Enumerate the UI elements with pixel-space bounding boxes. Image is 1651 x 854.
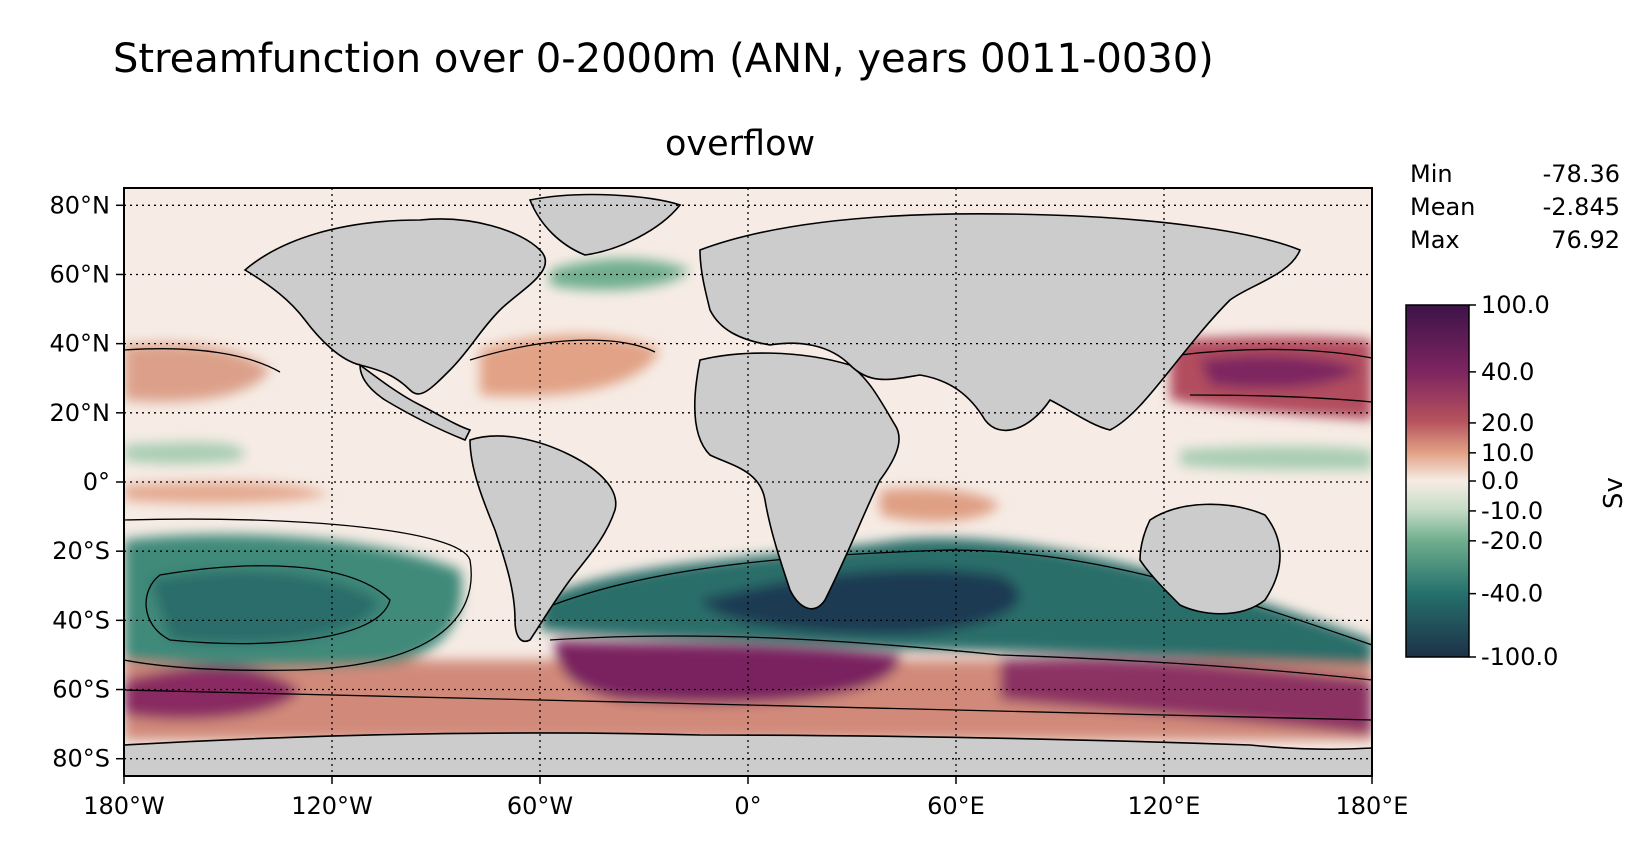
- land-north-america: [243, 218, 547, 395]
- stat-min-value: -78.36: [1542, 160, 1620, 188]
- land-antarctica: [124, 732, 1372, 776]
- land-greenland: [528, 193, 682, 256]
- latitude-tick-label: 80°S: [52, 745, 110, 773]
- stat-min: Min -78.36: [1410, 158, 1620, 191]
- stat-max-label: Max: [1410, 226, 1460, 254]
- land-central-america: [359, 363, 472, 442]
- figure-suptitle: Streamfunction over 0-2000m (ANN, years …: [113, 36, 1214, 82]
- stat-mean-label: Mean: [1410, 193, 1476, 221]
- latitude-tick-label: 20°S: [52, 537, 110, 565]
- stat-min-label: Min: [1410, 160, 1453, 188]
- latitude-tick-label: 40°N: [50, 330, 111, 358]
- map-gridlines: [124, 188, 1372, 776]
- longitude-tick-label: 0°: [734, 792, 761, 820]
- latitude-tick-label: 60°N: [50, 260, 111, 288]
- colorbar-tick-label: -100.0: [1481, 643, 1558, 671]
- latitude-tick-label: 60°S: [52, 676, 110, 704]
- colorbar-tick-label: 0.0: [1481, 467, 1519, 495]
- stat-mean: Mean -2.845: [1410, 191, 1620, 224]
- colorbar-tick-label: -10.0: [1481, 497, 1543, 525]
- latitude-tick-label: 40°S: [52, 606, 110, 634]
- latitude-tick-label: 20°N: [50, 399, 111, 427]
- colorbar: [1405, 304, 1470, 658]
- colorbar-tick-label: -20.0: [1481, 527, 1543, 555]
- land-masses: [124, 193, 1372, 776]
- longitude-tick-labels: 180°W 120°W 60°W 0° 60°E 120°E 180°E: [83, 776, 1408, 820]
- stat-max: Max 76.92: [1410, 224, 1620, 257]
- colorbar-tick-label: 10.0: [1481, 439, 1534, 467]
- streamfunction-field: [124, 258, 1372, 740]
- longitude-tick-label: 120°W: [291, 792, 373, 820]
- colorbar-tick-label: 20.0: [1481, 409, 1534, 437]
- stat-mean-value: -2.845: [1542, 193, 1620, 221]
- latitude-tick-labels: 80°N 60°N 40°N 20°N 0° 20°S 40°S 60°S 80°S: [50, 191, 124, 773]
- latitude-tick-label: 80°N: [50, 191, 111, 219]
- longitude-tick-label: 60°E: [927, 792, 985, 820]
- colorbar-tick-label: -40.0: [1481, 580, 1543, 608]
- panel-title: overflow: [665, 124, 816, 164]
- colorbar-tick-label: 40.0: [1481, 358, 1534, 386]
- colorbar-tick-label: 100.0: [1481, 291, 1550, 319]
- stat-max-value: 76.92: [1551, 226, 1620, 254]
- latitude-tick-label: 0°: [83, 468, 110, 496]
- land-south-america: [469, 435, 617, 642]
- longitude-tick-label: 180°E: [1336, 792, 1409, 820]
- longitude-tick-label: 180°W: [83, 792, 165, 820]
- colorbar-tick-labels: 100.0 40.0 20.010.00.0-10.0-20.0 -40.0 -100.…: [1469, 291, 1558, 671]
- summary-stats: Min -78.36 Mean -2.845 Max 76.92: [1410, 158, 1620, 257]
- longitude-tick-label: 60°W: [507, 792, 573, 820]
- longitude-tick-label: 120°E: [1128, 792, 1201, 820]
- land-australia: [1139, 503, 1281, 615]
- colorbar-units-label: Sv: [1598, 477, 1629, 509]
